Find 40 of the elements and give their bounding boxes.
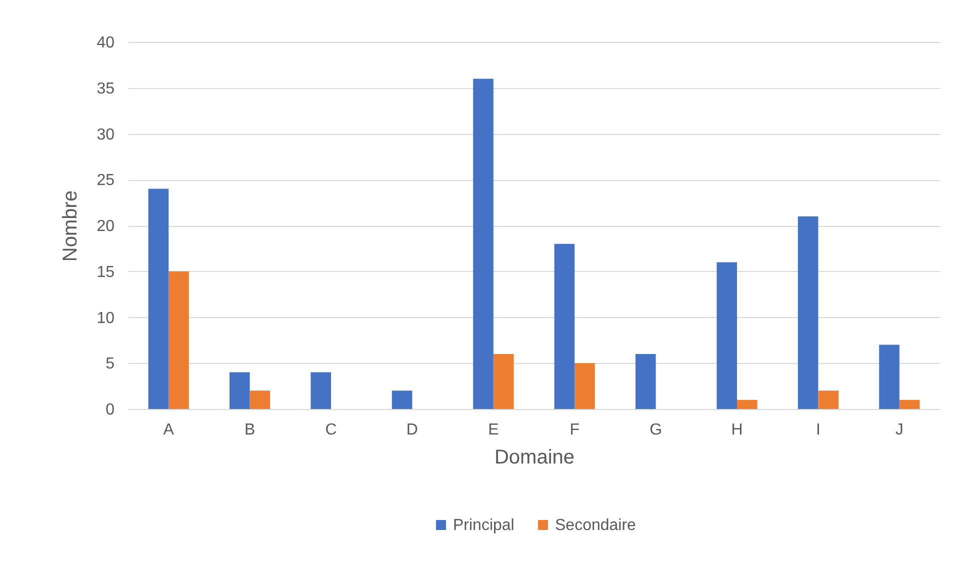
y-tick-label: 30 [96, 126, 115, 144]
bar [737, 400, 758, 409]
bar [493, 354, 514, 409]
bar [148, 188, 169, 409]
x-tick-label: B [244, 422, 256, 438]
y-tick-label: 20 [96, 218, 115, 235]
x-tick-label: I [816, 422, 820, 438]
bar [899, 400, 920, 409]
x-tick-label: H [731, 422, 743, 438]
bar [250, 390, 270, 409]
y-tick-label: 10 [96, 310, 115, 327]
bar [473, 78, 494, 409]
legend-label: Secondaire [555, 517, 636, 534]
bar [168, 271, 189, 409]
x-tick-label: G [650, 422, 662, 438]
x-tick-label: F [570, 422, 580, 438]
y-tick-label: 0 [106, 402, 115, 418]
bar [310, 372, 331, 409]
bar [716, 262, 737, 409]
bar [554, 244, 575, 409]
legend-label: Principal [453, 517, 514, 534]
y-tick-label: 40 [96, 34, 115, 52]
y-axis-title: Nombre [60, 190, 82, 262]
y-tick-label: 5 [106, 356, 115, 373]
y-tick-label: 15 [96, 264, 115, 281]
x-axis-title: Domaine [494, 446, 575, 468]
bar [879, 344, 900, 409]
x-tick-label: J [895, 422, 904, 438]
bar [798, 216, 818, 409]
y-tick-label: 35 [96, 80, 115, 98]
x-tick-label: E [488, 422, 499, 438]
x-tick-label: D [406, 422, 418, 438]
x-tick-label: A [163, 422, 174, 438]
y-tick-label: 25 [96, 172, 115, 190]
bar [392, 390, 412, 409]
bar [818, 390, 838, 409]
x-tick-label: C [325, 422, 337, 438]
bar [230, 372, 250, 409]
bar [636, 354, 656, 409]
bar [574, 363, 595, 409]
